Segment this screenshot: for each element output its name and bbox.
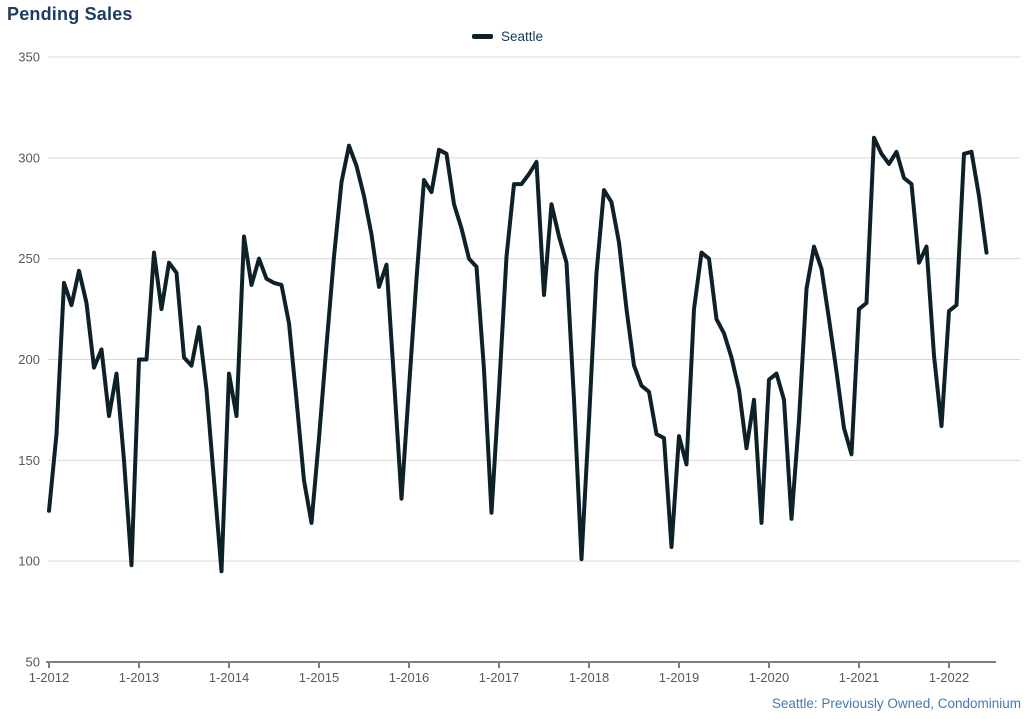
- x-axis-tick-label: 1-2022: [929, 670, 969, 685]
- y-axis-tick-label: 200: [18, 352, 40, 367]
- x-axis-tick-label: 1-2014: [209, 670, 249, 685]
- seattle-series-line: [47, 135, 989, 574]
- legend-label: Seattle: [501, 28, 544, 44]
- x-axis-tick-label: 1-2016: [389, 670, 429, 685]
- y-axis-tick-label: 350: [18, 50, 40, 65]
- footnote: Seattle: Previously Owned, Condominium: [771, 696, 1021, 711]
- y-axis-tick-label: 300: [18, 150, 40, 165]
- x-axis-tick-label: 1-2021: [839, 670, 879, 685]
- x-axis-tick-label: 1-2017: [479, 670, 519, 685]
- x-axis-tick-label: 1-2018: [569, 670, 609, 685]
- y-axis-tick-label: 50: [26, 655, 40, 670]
- legend-line-swatch-icon: [472, 33, 493, 39]
- legend: Seattle: [472, 28, 543, 44]
- x-axis-tick-label: 1-2020: [749, 670, 789, 685]
- y-axis-tick-label: 150: [18, 453, 40, 468]
- y-axis-tick-label: 100: [18, 554, 40, 569]
- x-axis-tick-label: 1-2015: [299, 670, 339, 685]
- page-title: Pending Sales: [7, 4, 133, 24]
- x-axis-tick-label: 1-2019: [659, 670, 699, 685]
- x-axis-tick-label: 1-2013: [119, 670, 159, 685]
- x-axis-tick-label: 1-2012: [29, 670, 69, 685]
- y-axis-tick-label: 250: [18, 251, 40, 266]
